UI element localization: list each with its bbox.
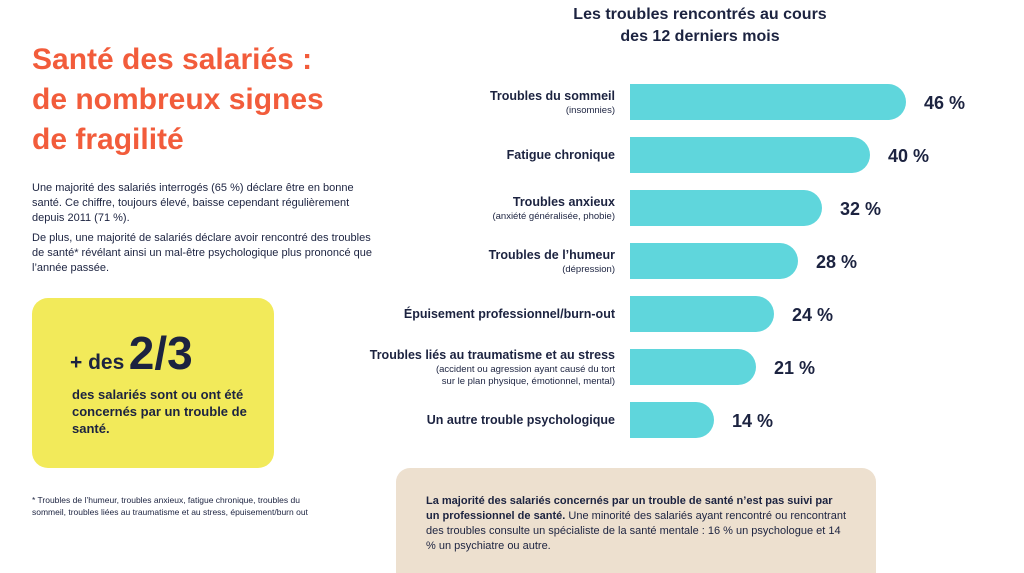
- info-note-rest: Une minorité des salariés ayant rencontr…: [426, 510, 847, 552]
- key-figure-callout: + des 2/3 des salariés sont ou ont été c…: [32, 298, 274, 468]
- bar: [630, 243, 798, 279]
- category-label: Troubles du sommeil: [490, 89, 615, 103]
- detail-paragraph: De plus, une majorité de salariés déclar…: [32, 232, 372, 274]
- bar: [630, 296, 774, 332]
- bar: [630, 190, 822, 226]
- category-sublabel: (insomnies): [566, 105, 615, 116]
- value-label: 32 %: [840, 199, 881, 219]
- key-figure: + des 2/3: [70, 328, 193, 378]
- chart-title-line: Les troubles rencontrés au cours: [573, 6, 827, 23]
- category-label: Troubles de l’humeur: [489, 248, 616, 262]
- category-sublabel: (accident ou agression ayant causé du to…: [436, 364, 615, 375]
- category-sublabel: (dépression): [562, 264, 615, 275]
- chart-title-line: des 12 derniers mois: [620, 28, 780, 45]
- footnote: * Troubles de l’humeur, troubles anxieux…: [32, 495, 308, 517]
- value-label: 14 %: [732, 411, 773, 431]
- key-figure-prefix: + des: [70, 351, 125, 374]
- value-label: 46 %: [924, 93, 965, 113]
- key-figure-fraction: 2/3: [128, 327, 193, 379]
- category-label: Un autre trouble psychologique: [427, 413, 615, 427]
- intro-paragraph: Une majorité des salariés interrogés (65…: [32, 182, 354, 224]
- page-title: Santé des salariés : de nombreux signes …: [32, 40, 372, 160]
- info-note: La majorité des salariés concernés par u…: [396, 468, 876, 573]
- value-label: 28 %: [816, 252, 857, 272]
- bar: [630, 84, 906, 120]
- title-line: de fragilité: [32, 123, 184, 156]
- category-sublabel: (anxiété généralisée, phobie): [492, 211, 615, 222]
- category-label: Fatigue chronique: [507, 148, 615, 162]
- bar: [630, 349, 756, 385]
- category-sublabel: sur le plan physique, émotionnel, mental…: [442, 376, 615, 387]
- value-label: 21 %: [774, 358, 815, 378]
- category-label: Troubles liés au traumatisme et au stres…: [370, 348, 615, 362]
- value-label: 40 %: [888, 146, 929, 166]
- title-line: Santé des salariés :: [32, 43, 313, 76]
- value-label: 24 %: [792, 305, 833, 325]
- title-line: de nombreux signes: [32, 83, 324, 116]
- bar: [630, 137, 870, 173]
- chart-title: Les troubles rencontrés au cours des 12 …: [520, 4, 880, 48]
- category-label: Troubles anxieux: [513, 195, 615, 209]
- info-note-text: La majorité des salariés concernés par u…: [426, 494, 846, 554]
- key-figure-text: des salariés sont ou ont été concernés p…: [72, 387, 247, 436]
- bar: [630, 402, 714, 438]
- category-label: Épuisement professionnel/burn-out: [404, 306, 616, 321]
- info-note-bold: La majorité des salariés concernés par u…: [426, 495, 833, 522]
- bar-chart: Troubles du sommeil (insomnies) 46 % Fatigu…: [370, 84, 965, 438]
